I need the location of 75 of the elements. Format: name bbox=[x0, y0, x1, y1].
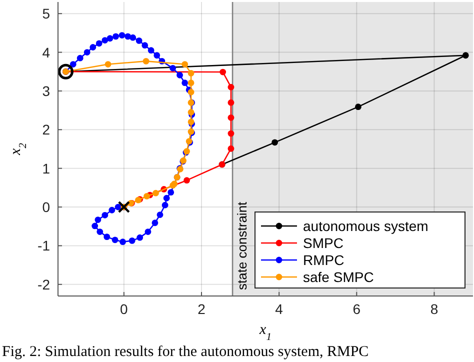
point bbox=[184, 177, 190, 184]
x-axis-title: x$_{1}$ bbox=[258, 322, 272, 342]
point bbox=[188, 70, 194, 76]
point bbox=[354, 104, 362, 110]
point bbox=[118, 32, 126, 38]
point bbox=[156, 212, 164, 218]
y-tick-label: 3 bbox=[42, 82, 50, 99]
point bbox=[176, 72, 183, 78]
point bbox=[58, 64, 74, 80]
point bbox=[94, 216, 102, 223]
x-tick-label: 6 bbox=[352, 301, 361, 317]
point bbox=[142, 42, 148, 49]
point bbox=[152, 220, 158, 226]
y-tick-label: 2 bbox=[42, 122, 50, 138]
point bbox=[102, 212, 108, 218]
point bbox=[120, 238, 126, 246]
point bbox=[162, 202, 168, 208]
point bbox=[462, 52, 469, 59]
point bbox=[142, 58, 150, 64]
point bbox=[108, 206, 116, 214]
legend-label: autonomous system bbox=[303, 218, 428, 234]
point bbox=[144, 192, 150, 200]
point bbox=[148, 47, 154, 54]
y-tick-label: 5 bbox=[42, 6, 50, 22]
point bbox=[112, 236, 118, 244]
point bbox=[114, 204, 122, 210]
point bbox=[182, 80, 188, 86]
point bbox=[188, 80, 194, 86]
point bbox=[168, 189, 174, 196]
caption: Fig. 2: Simulation results for the autonomous system, RMPC bbox=[2, 344, 369, 360]
point bbox=[124, 33, 132, 40]
point bbox=[84, 49, 90, 56]
point bbox=[104, 61, 112, 68]
point bbox=[170, 64, 176, 72]
point bbox=[136, 37, 142, 44]
y-tick-label: -1 bbox=[38, 238, 50, 254]
point bbox=[136, 234, 144, 241]
point bbox=[92, 222, 98, 230]
y-tick-label: 1 bbox=[42, 160, 50, 176]
legend-label: safe SMPC bbox=[303, 269, 374, 285]
point bbox=[272, 139, 278, 146]
y-tick-label: -2 bbox=[38, 276, 50, 292]
point bbox=[70, 61, 76, 68]
point bbox=[76, 54, 84, 62]
point bbox=[228, 145, 234, 152]
point bbox=[106, 35, 114, 42]
y-tick-label: 4 bbox=[42, 44, 50, 60]
point bbox=[154, 52, 160, 59]
point bbox=[128, 237, 136, 244]
point bbox=[228, 130, 234, 137]
point bbox=[90, 44, 96, 50]
x-tick-label: 8 bbox=[430, 301, 438, 317]
point bbox=[118, 200, 130, 214]
point bbox=[182, 61, 188, 68]
x-tick-label: 2 bbox=[198, 301, 206, 317]
legend-label: SMPC bbox=[303, 235, 344, 251]
point bbox=[144, 228, 152, 235]
point bbox=[104, 234, 110, 240]
ref-line-label: state constraint bbox=[234, 201, 250, 290]
point bbox=[102, 37, 108, 44]
point bbox=[152, 190, 159, 196]
point bbox=[130, 34, 136, 41]
point bbox=[96, 228, 104, 235]
point bbox=[96, 40, 102, 47]
x-tick-label: 4 bbox=[275, 301, 284, 317]
point bbox=[188, 109, 194, 116]
point bbox=[228, 99, 234, 106]
point bbox=[220, 68, 226, 76]
x-tick-label: 0 bbox=[120, 301, 128, 317]
point bbox=[228, 114, 234, 121]
point bbox=[228, 84, 234, 90]
legend-label: RMPC bbox=[303, 252, 344, 268]
point bbox=[112, 33, 119, 40]
y-tick-label: 0 bbox=[42, 199, 50, 216]
point bbox=[163, 194, 170, 202]
